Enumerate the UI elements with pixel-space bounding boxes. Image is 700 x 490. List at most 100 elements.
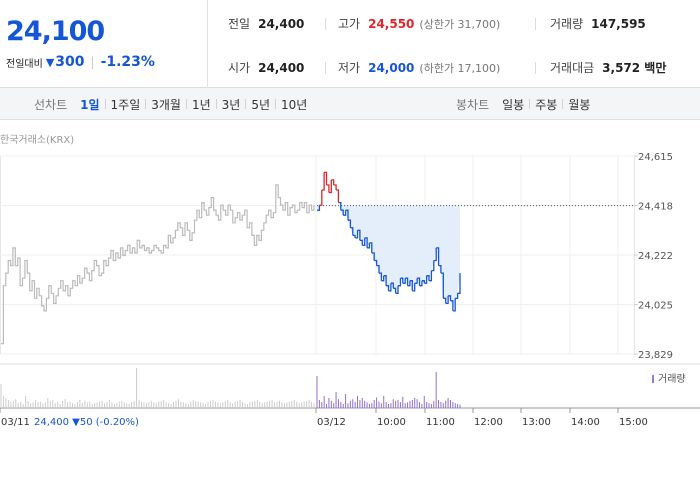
stat-value: 147,595	[591, 17, 646, 31]
today-line-segment	[455, 293, 459, 299]
x-axis: 03/11 03/12 10:00 11:00 12:00 13:00 14:00 15:00…	[0, 408, 648, 428]
today-line-segment	[452, 298, 456, 312]
x-tick-label: 03/11	[1, 417, 30, 428]
divider	[185, 99, 187, 109]
today-line-segment	[395, 285, 399, 294]
candle-chart-tabs: 봉차트 일봉 주봉 월봉	[456, 88, 595, 120]
lower-limit: (하한가 17,100)	[419, 62, 501, 75]
prev-day-summary: 24,400 ▼50 (-0.20%)	[34, 417, 139, 428]
x-tick-label: 15:00	[619, 417, 648, 428]
tab-5y[interactable]: 5년	[251, 97, 271, 112]
today-line-segment	[426, 275, 430, 281]
today-line-segment	[440, 272, 444, 299]
prev-day-line	[1, 184, 315, 345]
today-line-segment	[450, 300, 454, 311]
today-line-segment	[371, 252, 375, 261]
stat-label: 거래량	[550, 17, 584, 31]
y-tick-label: 24,025	[638, 301, 673, 312]
today-line-segment	[448, 295, 452, 301]
today-line-segment	[419, 280, 423, 287]
today-line-segment	[338, 201, 342, 211]
today-line-segment	[390, 282, 394, 289]
today-line-segment	[438, 264, 442, 274]
today-line-segment	[367, 242, 371, 249]
today-line-segment	[321, 172, 325, 191]
tab-daily[interactable]: 일봉	[502, 97, 525, 112]
today-line-segment	[333, 184, 337, 190]
today-line-segment	[414, 278, 418, 284]
today-line-segment	[424, 275, 428, 284]
period-tabbar: 선차트 1일 1주일 3개월 1년 3년 5년 10년 봉차트 일봉 주봉 월봉	[0, 88, 700, 120]
today-line-segment	[376, 264, 380, 274]
today-line-segment	[409, 280, 413, 291]
current-price-box: 24,100 전일대비 ▼ 300 | -1.23%	[0, 0, 208, 88]
candle-chart-label: 봉차트	[456, 97, 490, 112]
x-tick-label: 03/12	[317, 417, 346, 428]
today-line-segment	[402, 278, 406, 284]
divider	[562, 99, 564, 109]
stat-label: 시가	[228, 61, 251, 75]
tab-1d[interactable]: 1일	[80, 97, 100, 112]
stat-open: 시가 24,400	[228, 59, 304, 76]
tab-3m[interactable]: 3개월	[151, 97, 181, 112]
today-line-segment	[407, 280, 411, 287]
divider	[535, 62, 536, 74]
y-tick-label: 24,418	[638, 202, 673, 213]
today-line-segment	[421, 280, 425, 284]
today-line-segment	[324, 171, 328, 185]
stat-label: 저가	[338, 61, 361, 75]
line-chart-label: 선차트	[34, 97, 68, 112]
change-percent: -1.23%	[100, 54, 155, 70]
today-line-segment	[393, 287, 397, 294]
stat-value: 24,400	[258, 61, 305, 75]
stat-volume: 거래량 147,595	[550, 15, 646, 32]
divider	[215, 99, 217, 109]
today-line-segment	[429, 270, 433, 282]
today-line-segment	[326, 184, 330, 193]
divider	[245, 99, 247, 109]
chart-layers	[1, 171, 634, 345]
volume-legend: 거래량	[658, 373, 686, 385]
tab-monthly[interactable]: 월봉	[568, 97, 591, 112]
today-line-segment	[350, 227, 354, 236]
y-axis: 24,615 24,418 24,222 24,025 23,829	[634, 152, 673, 361]
down-triangle-icon: ▼	[45, 55, 55, 69]
price-summary: 24,100 전일대비 ▼ 300 | -1.23% 전일 24,400 고가 …	[0, 0, 700, 88]
stat-label: 전일	[228, 17, 251, 31]
today-line-segment	[417, 277, 421, 286]
stat-value: 3,572 백만	[602, 61, 667, 75]
stats-grid: 전일 24,400 고가 24,550 (상한가 31,700) 거래량 147…	[208, 0, 700, 88]
today-line-segment	[345, 209, 349, 221]
line-chart-tabs: 선차트 1일 1주일 3개월 1년 3년 5년 10년	[34, 88, 312, 120]
divider	[145, 99, 147, 109]
today-line-segment	[388, 283, 392, 292]
chart-grid	[0, 155, 635, 355]
today-line-segment	[386, 285, 390, 291]
x-tick-label: 13:00	[522, 417, 551, 428]
tab-1w[interactable]: 1주일	[110, 97, 141, 112]
today-line-segment	[379, 272, 383, 281]
today-line-segment	[355, 230, 359, 239]
current-price: 24,100	[6, 16, 105, 47]
today-line-segment	[336, 189, 340, 203]
y-tick-label: 24,615	[638, 152, 673, 163]
divider	[529, 99, 531, 109]
tab-1y[interactable]: 1년	[191, 97, 211, 112]
x-tick-label: 11:00	[426, 417, 455, 428]
tab-10y[interactable]: 10년	[281, 97, 308, 112]
tab-3y[interactable]: 3년	[221, 97, 241, 112]
today-line-segment	[348, 219, 352, 228]
today-line-segment	[352, 234, 356, 238]
today-line-segment	[443, 297, 447, 304]
today-line-segment	[381, 275, 385, 282]
stat-high: 고가 24,550 (상한가 31,700)	[338, 15, 500, 32]
today-line-segment	[364, 237, 368, 248]
today-line-segment	[357, 229, 361, 241]
intraday-chart: 24,615 24,418 24,222 24,025 23,829 거래량 03/11…	[0, 152, 700, 428]
today-line-segment	[433, 247, 437, 262]
tab-weekly[interactable]: 주봉	[535, 97, 558, 112]
y-tick-label: 23,829	[638, 350, 673, 361]
today-line-segment	[328, 179, 332, 194]
today-line-segment	[317, 205, 321, 211]
stat-value: 24,550	[368, 17, 415, 31]
